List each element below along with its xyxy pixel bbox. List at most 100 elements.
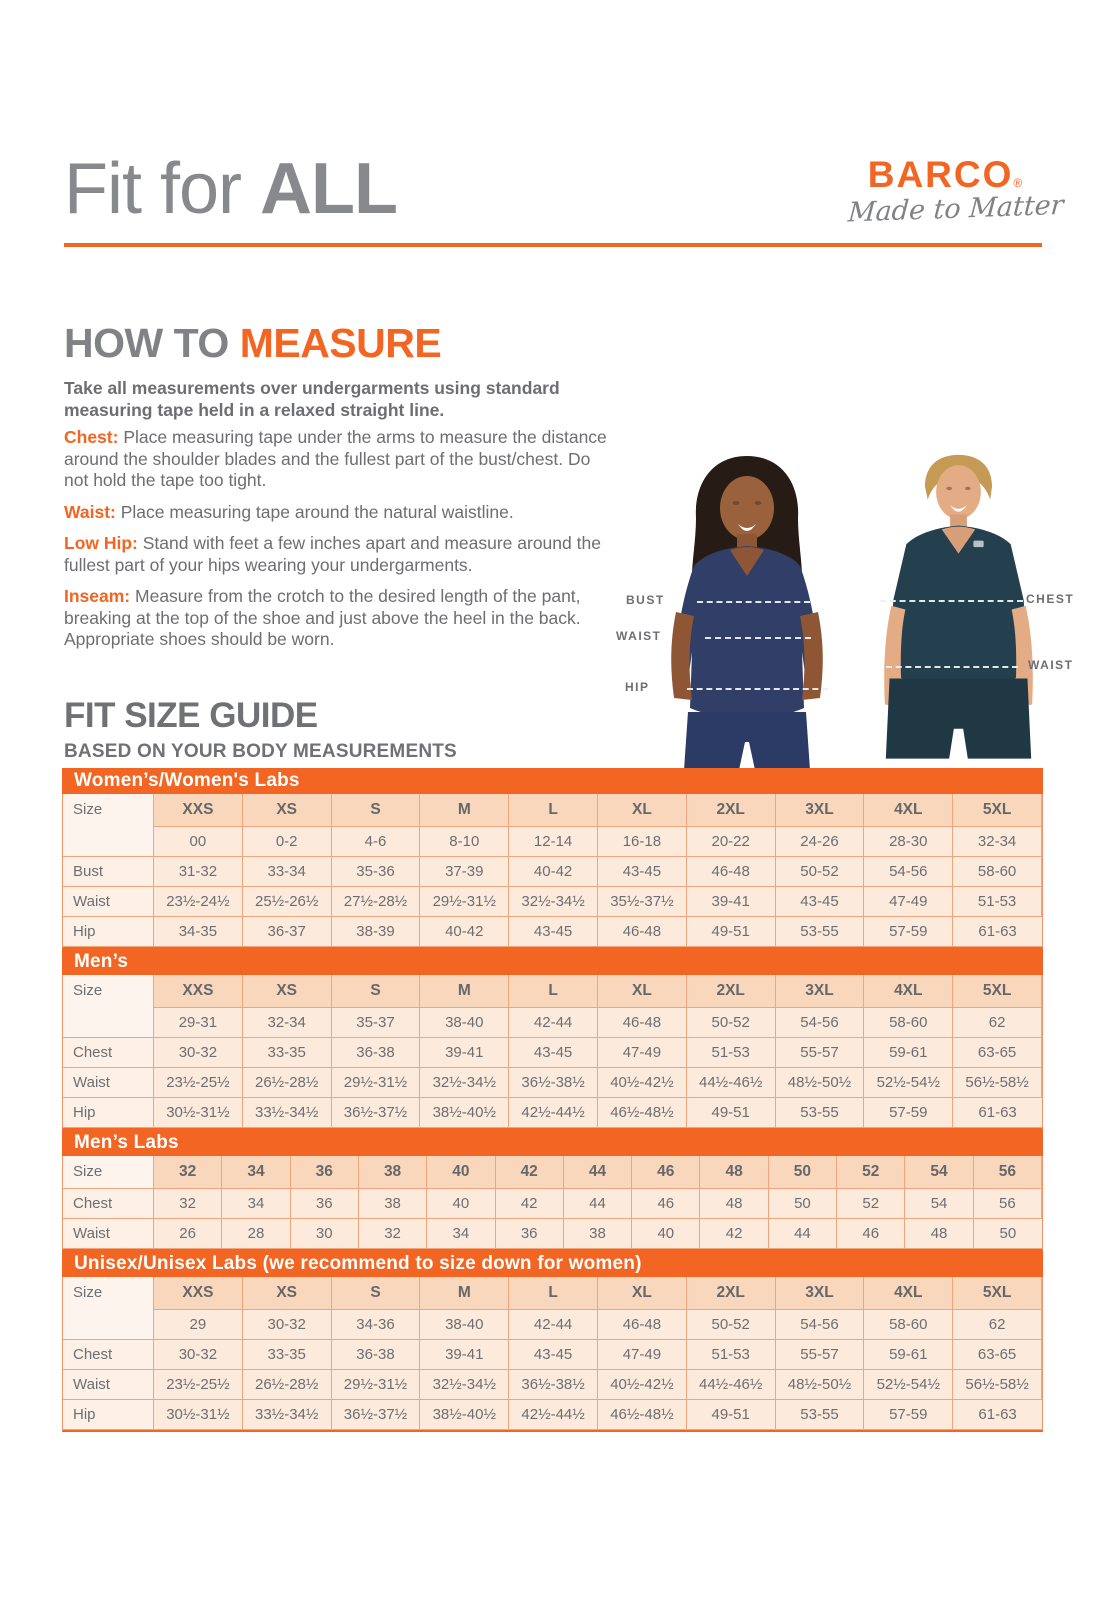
heading-measure: MEASURE bbox=[239, 320, 442, 366]
measure-step-label: Chest: bbox=[64, 427, 119, 447]
measurement-value-cell: 63-65 bbox=[953, 1038, 1042, 1068]
man-scrub-top bbox=[889, 525, 1028, 686]
measurement-value-cell: 42 bbox=[700, 1219, 769, 1249]
measure-step-label: Low Hip: bbox=[64, 533, 138, 554]
measurement-value-cell: 30½-31½ bbox=[154, 1400, 243, 1430]
size-number-cell: 16-18 bbox=[598, 827, 687, 857]
measurement-value-cell: 44 bbox=[768, 1219, 838, 1249]
measurement-value-cell: 30-32 bbox=[154, 1038, 243, 1068]
man-waist-line bbox=[886, 666, 1018, 668]
size-number-cell: 62 bbox=[953, 1008, 1042, 1038]
size-header-cell: M bbox=[420, 794, 510, 827]
measurement-value-cell: 37-39 bbox=[420, 857, 510, 887]
size-number-cell: 29 bbox=[154, 1310, 243, 1340]
measurement-value-cell: 48½-50½ bbox=[775, 1370, 865, 1400]
measurement-value-cell: 61-63 bbox=[953, 1400, 1042, 1430]
measurement-value-cell: 36½-38½ bbox=[509, 1370, 598, 1400]
waist-left-label: WAIST bbox=[616, 629, 662, 643]
size-header-cell: 42 bbox=[495, 1156, 564, 1189]
measurement-value-cell: 55-57 bbox=[775, 1340, 865, 1370]
registered-mark-icon: ® bbox=[1013, 176, 1025, 190]
measurement-row-label: Chest bbox=[63, 1340, 154, 1370]
size-number-cell: 8-10 bbox=[420, 827, 510, 857]
woman-vneck bbox=[730, 547, 764, 576]
measurement-value-cell: 30-32 bbox=[154, 1340, 243, 1370]
table-grid: Size XXS XS S M L XL 2XL 3XL 4XL 5XL 29 30-32 34-36 38… bbox=[62, 1277, 1043, 1432]
size-row-label: Size bbox=[63, 1277, 154, 1340]
table-title: Women’s/Women's Labs bbox=[62, 768, 1043, 794]
size-header-cell: 4XL bbox=[864, 794, 954, 827]
size-header-cell: M bbox=[420, 1277, 510, 1310]
measurement-value-cell: 47-49 bbox=[598, 1340, 687, 1370]
measurement-value-cell: 61-63 bbox=[953, 1098, 1042, 1128]
size-number-cell: 58-60 bbox=[864, 1008, 954, 1038]
measurement-value-cell: 30½-31½ bbox=[154, 1098, 243, 1128]
measurement-value-cell: 53-55 bbox=[775, 1098, 865, 1128]
measurement-row-label: Waist bbox=[63, 1370, 154, 1400]
measurement-value-cell: 50 bbox=[768, 1189, 838, 1219]
measurement-value-cell: 36-38 bbox=[331, 1340, 421, 1370]
measurement-value-cell: 54-56 bbox=[864, 857, 954, 887]
measurement-value-cell: 36 bbox=[290, 1189, 359, 1219]
table-title: Unisex/Unisex Labs (we recommend to size… bbox=[62, 1251, 1043, 1277]
size-number-cell: 38-40 bbox=[420, 1008, 510, 1038]
measurement-value-cell: 40-42 bbox=[509, 857, 598, 887]
measurement-row-label: Chest bbox=[63, 1038, 154, 1068]
measurement-value-cell: 26½-28½ bbox=[242, 1370, 332, 1400]
measurement-value-cell: 49-51 bbox=[686, 1400, 776, 1430]
page-title: Fit for ALL bbox=[64, 148, 398, 230]
measurement-value-cell: 30 bbox=[290, 1219, 359, 1249]
size-header-cell: 2XL bbox=[686, 794, 776, 827]
table-grid: Size 32 34 36 38 40 42 44 46 48 50 52 54 56 Chest 32 34 3… bbox=[62, 1156, 1043, 1251]
size-header-cell: S bbox=[331, 975, 421, 1008]
size-number-cell: 42-44 bbox=[509, 1008, 598, 1038]
measurement-value-cell: 43-45 bbox=[509, 917, 598, 947]
table-title: Men’s Labs bbox=[62, 1130, 1043, 1156]
man-chest-pocket bbox=[973, 540, 984, 548]
size-header-cell: 4XL bbox=[864, 1277, 954, 1310]
measurement-value-cell: 38 bbox=[563, 1219, 633, 1249]
size-header-cell: 56 bbox=[973, 1156, 1042, 1189]
measurement-value-cell: 55-57 bbox=[775, 1038, 865, 1068]
measurement-value-cell: 36½-37½ bbox=[331, 1098, 421, 1128]
size-header-cell: XS bbox=[242, 794, 332, 827]
measurement-value-cell: 46 bbox=[837, 1219, 906, 1249]
measurement-value-cell: 35-36 bbox=[331, 857, 421, 887]
measure-step: Inseam: Measure from the crotch to the d… bbox=[64, 586, 581, 650]
measurement-value-cell: 52½-54½ bbox=[864, 1068, 954, 1098]
measurement-value-cell: 56½-58½ bbox=[953, 1068, 1042, 1098]
measurement-value-cell: 56 bbox=[973, 1189, 1042, 1219]
size-header-cell: S bbox=[331, 794, 421, 827]
size-number-cell: 50-52 bbox=[686, 1008, 776, 1038]
measurement-value-cell: 29½-31½ bbox=[331, 1370, 421, 1400]
size-header-cell: XL bbox=[598, 1277, 687, 1310]
man-model-illustration bbox=[884, 454, 1033, 759]
size-table: Women’s/Women's Labs Size XXS XS S M L XL 2XL 3XL… bbox=[62, 768, 1043, 949]
size-number-cell: 20-22 bbox=[686, 827, 776, 857]
woman-face bbox=[720, 476, 774, 540]
measurement-value-cell: 48 bbox=[700, 1189, 769, 1219]
size-header-cell: 5XL bbox=[953, 794, 1042, 827]
measurement-value-cell: 52½-54½ bbox=[864, 1370, 954, 1400]
size-table: Men’s Labs Size 32 34 36 38 40 42 44 46 48 50 52 54 56… bbox=[62, 1130, 1043, 1251]
size-header-cell: 54 bbox=[905, 1156, 974, 1189]
measurement-value-cell: 42½-44½ bbox=[509, 1098, 598, 1128]
header-divider bbox=[64, 243, 1042, 247]
woman-arm-right bbox=[800, 612, 823, 700]
brand-wordmark: BARCO® bbox=[867, 154, 1025, 195]
measurement-value-cell: 47-49 bbox=[864, 887, 954, 917]
woman-model-illustration bbox=[671, 456, 823, 769]
measurement-value-cell: 43-45 bbox=[509, 1340, 598, 1370]
size-number-cell: 4-6 bbox=[331, 827, 421, 857]
measure-step-label: Waist: bbox=[64, 501, 116, 522]
measurement-value-cell: 33½-34½ bbox=[242, 1400, 332, 1430]
measurement-value-cell: 26 bbox=[154, 1219, 223, 1249]
measurement-row-label: Hip bbox=[63, 1098, 154, 1128]
size-number-cell: 34-36 bbox=[331, 1310, 421, 1340]
size-header-cell: 3XL bbox=[775, 794, 865, 827]
bust-label: BUST bbox=[626, 593, 665, 607]
size-header-cell: 52 bbox=[837, 1156, 906, 1189]
measurement-value-cell: 40 bbox=[632, 1219, 701, 1249]
measurement-value-cell: 33-35 bbox=[242, 1340, 332, 1370]
size-number-cell: 29-31 bbox=[154, 1008, 243, 1038]
